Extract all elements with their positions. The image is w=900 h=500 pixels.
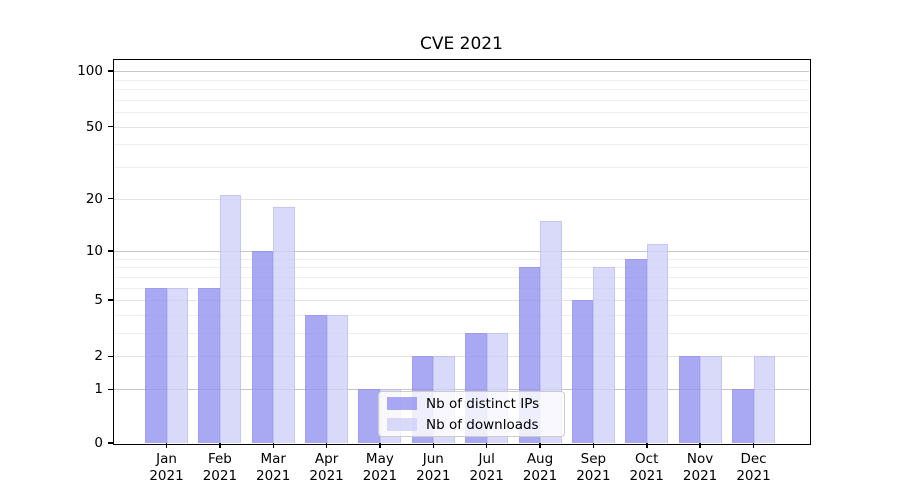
x-tick-label-jan: Jan 2021	[149, 451, 184, 484]
bar-downloads-sep	[593, 267, 615, 443]
x-tick-label-oct: Oct 2021	[629, 451, 664, 484]
x-tick-mark-apr	[325, 443, 328, 448]
bar-distinct-ips-jan	[145, 287, 167, 443]
x-tick-label-feb: Feb 2021	[202, 451, 238, 484]
x-tick-mark-mar	[272, 443, 274, 448]
x-tick-label-apr: Apr 2021	[309, 451, 344, 484]
bar-distinct-ips-mar	[251, 251, 274, 443]
legend-item-distinct-ips: Nb of distinct IPs	[387, 396, 556, 412]
x-tick-mark-aug	[539, 443, 541, 448]
gridline-1	[114, 389, 809, 391]
y-tick-mark-5	[108, 299, 113, 301]
bar-downloads-aug	[540, 220, 562, 443]
bar-distinct-ips-nov	[678, 356, 701, 443]
gridline-60	[114, 111, 809, 113]
gridline-70	[114, 99, 809, 101]
gridline-100	[114, 71, 809, 72]
x-tick-mark-jul	[485, 443, 488, 448]
bar-distinct-ips-dec	[732, 389, 754, 443]
y-tick-mark-1	[108, 388, 113, 391]
x-tick-mark-oct	[646, 443, 648, 448]
y-tick-label-20: 20	[85, 190, 103, 207]
gridline-4	[114, 315, 809, 316]
bar-downloads-nov	[700, 356, 722, 443]
gridline-90	[114, 79, 809, 81]
gridline-30	[114, 166, 809, 168]
y-tick-label-2: 2	[94, 348, 103, 365]
gridline-7	[114, 276, 809, 278]
bar-distinct-ips-feb	[198, 287, 220, 443]
gridline-40	[114, 144, 809, 146]
x-tick-label-mar: Mar 2021	[256, 451, 291, 484]
y-tick-label-50: 50	[85, 118, 103, 135]
downloads-swatch-icon	[387, 418, 417, 431]
chart-title: CVE 2021	[420, 34, 503, 54]
x-tick-label-dec: Dec 2021	[736, 451, 771, 484]
legend-label: Nb of downloads	[426, 416, 539, 433]
y-tick-mark-20	[108, 197, 113, 200]
gridline-9	[114, 258, 809, 260]
bar-distinct-ips-sep	[571, 300, 594, 443]
y-tick-label-5: 5	[94, 292, 103, 309]
gridline-20	[114, 198, 809, 200]
y-tick-label-1: 1	[94, 381, 103, 398]
bar-downloads-apr	[326, 315, 349, 443]
legend-label: Nb of distinct IPs	[426, 395, 540, 412]
y-tick-label-10: 10	[85, 243, 103, 259]
gridline-5	[114, 300, 809, 302]
x-tick-mark-jan	[165, 443, 168, 448]
gridline-6	[114, 287, 809, 289]
bar-distinct-ips-oct	[625, 258, 647, 443]
legend: Nb of distinct IPs Nb of downloads	[378, 391, 565, 437]
x-tick-mark-dec	[752, 443, 755, 448]
x-tick-label-jun: Jun 2021	[416, 451, 451, 484]
x-tick-label-sep: Sep 2021	[576, 451, 611, 484]
legend-item-downloads: Nb of downloads	[387, 417, 556, 433]
bar-distinct-ips-apr	[305, 315, 327, 443]
x-tick-label-jul: Jul 2021	[469, 451, 504, 484]
bar-downloads-oct	[646, 243, 669, 443]
y-tick-label-100: 100	[77, 63, 103, 79]
gridline-50	[114, 126, 809, 128]
x-tick-mark-jun	[432, 443, 435, 448]
x-tick-label-aug: Aug 2021	[522, 451, 558, 484]
y-tick-mark-2	[108, 355, 113, 358]
y-tick-mark-0	[108, 442, 113, 444]
bar-distinct-ips-may	[358, 389, 380, 443]
y-tick-mark-50	[108, 125, 113, 128]
bar-downloads-feb	[219, 194, 242, 443]
x-tick-mark-may	[379, 443, 381, 448]
bar-downloads-mar	[273, 206, 295, 443]
gridline-80	[114, 88, 809, 90]
gridline-2	[114, 356, 809, 358]
x-tick-mark-sep	[592, 443, 595, 448]
x-tick-label-may: May 2021	[362, 451, 398, 484]
bar-downloads-jan	[166, 287, 188, 443]
y-tick-mark-10	[108, 250, 113, 252]
distinct-ips-swatch-icon	[387, 397, 417, 410]
y-tick-label-0: 0	[94, 435, 103, 451]
gridline-8	[114, 267, 809, 269]
plot-area	[114, 60, 809, 443]
x-tick-mark-nov	[699, 443, 701, 448]
gridline-10	[114, 251, 809, 252]
x-tick-mark-feb	[219, 443, 221, 448]
y-tick-mark-100	[108, 70, 113, 72]
gridline-3	[114, 333, 809, 335]
bar-downloads-dec	[753, 356, 775, 443]
x-tick-label-nov: Nov 2021	[682, 451, 718, 484]
